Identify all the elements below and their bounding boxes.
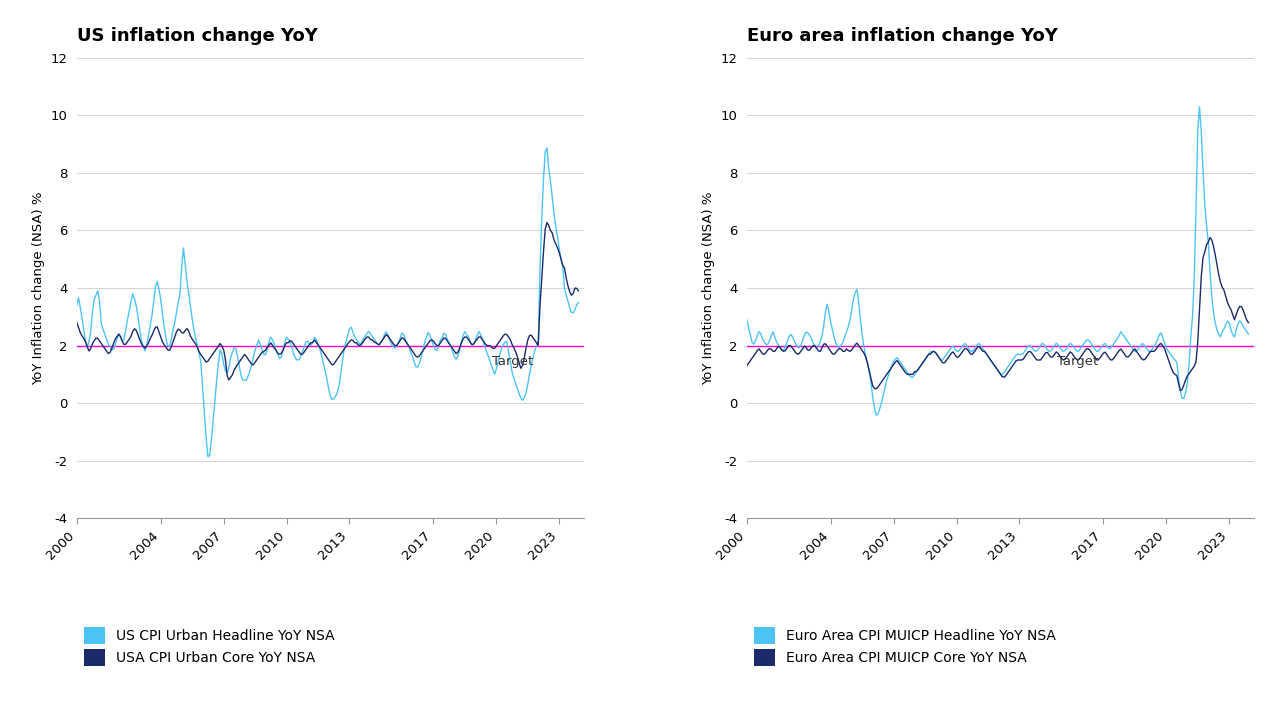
- Legend: US CPI Urban Headline YoY NSA, USA CPI Urban Core YoY NSA: US CPI Urban Headline YoY NSA, USA CPI U…: [83, 626, 334, 666]
- Y-axis label: YoY Inflation change (NSA) %: YoY Inflation change (NSA) %: [703, 192, 716, 384]
- Y-axis label: YoY Inflation change (NSA) %: YoY Inflation change (NSA) %: [32, 192, 45, 384]
- Text: Target: Target: [1057, 355, 1098, 368]
- Text: Euro area inflation change YoY: Euro area inflation change YoY: [746, 27, 1057, 45]
- Text: US inflation change YoY: US inflation change YoY: [77, 27, 317, 45]
- Text: Target: Target: [492, 355, 534, 368]
- Legend: Euro Area CPI MUICP Headline YoY NSA, Euro Area CPI MUICP Core YoY NSA: Euro Area CPI MUICP Headline YoY NSA, Eu…: [754, 626, 1056, 666]
